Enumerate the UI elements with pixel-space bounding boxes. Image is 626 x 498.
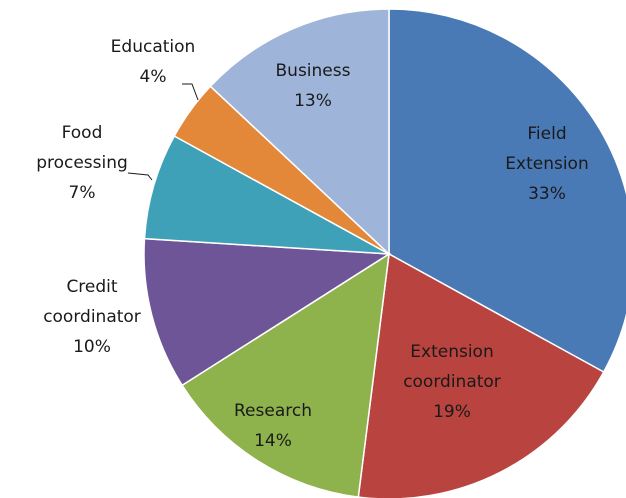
slice-label-food-processing: Food processing 7% <box>36 123 128 203</box>
slice-label-credit-coordinator: Credit coordinator 10% <box>43 277 141 357</box>
slice-label-extension-coordinator: Extension coordinator 19% <box>403 342 501 422</box>
pie-slice-food-processing <box>143 134 390 255</box>
slice-label-research: Research 14% <box>234 401 312 451</box>
pie-slice-research <box>181 252 390 498</box>
pie-slices <box>143 8 626 498</box>
leader-line <box>182 83 199 101</box>
slice-label-business: Business 13% <box>276 61 351 111</box>
slice-labels: Field Extension 33% Extension coordinator 19%… <box>36 37 589 451</box>
pie-slice-business <box>209 8 390 256</box>
leader-line <box>127 172 153 181</box>
leader-lines <box>127 83 199 181</box>
slice-label-education: Education 4% <box>111 37 196 87</box>
pie-slice-credit-coordinator <box>143 237 392 387</box>
slice-label-field-extension: Field Extension 33% <box>505 124 588 204</box>
pie-slice-field-extension <box>388 8 626 374</box>
pie-slice-extension-coordinator <box>357 252 605 498</box>
